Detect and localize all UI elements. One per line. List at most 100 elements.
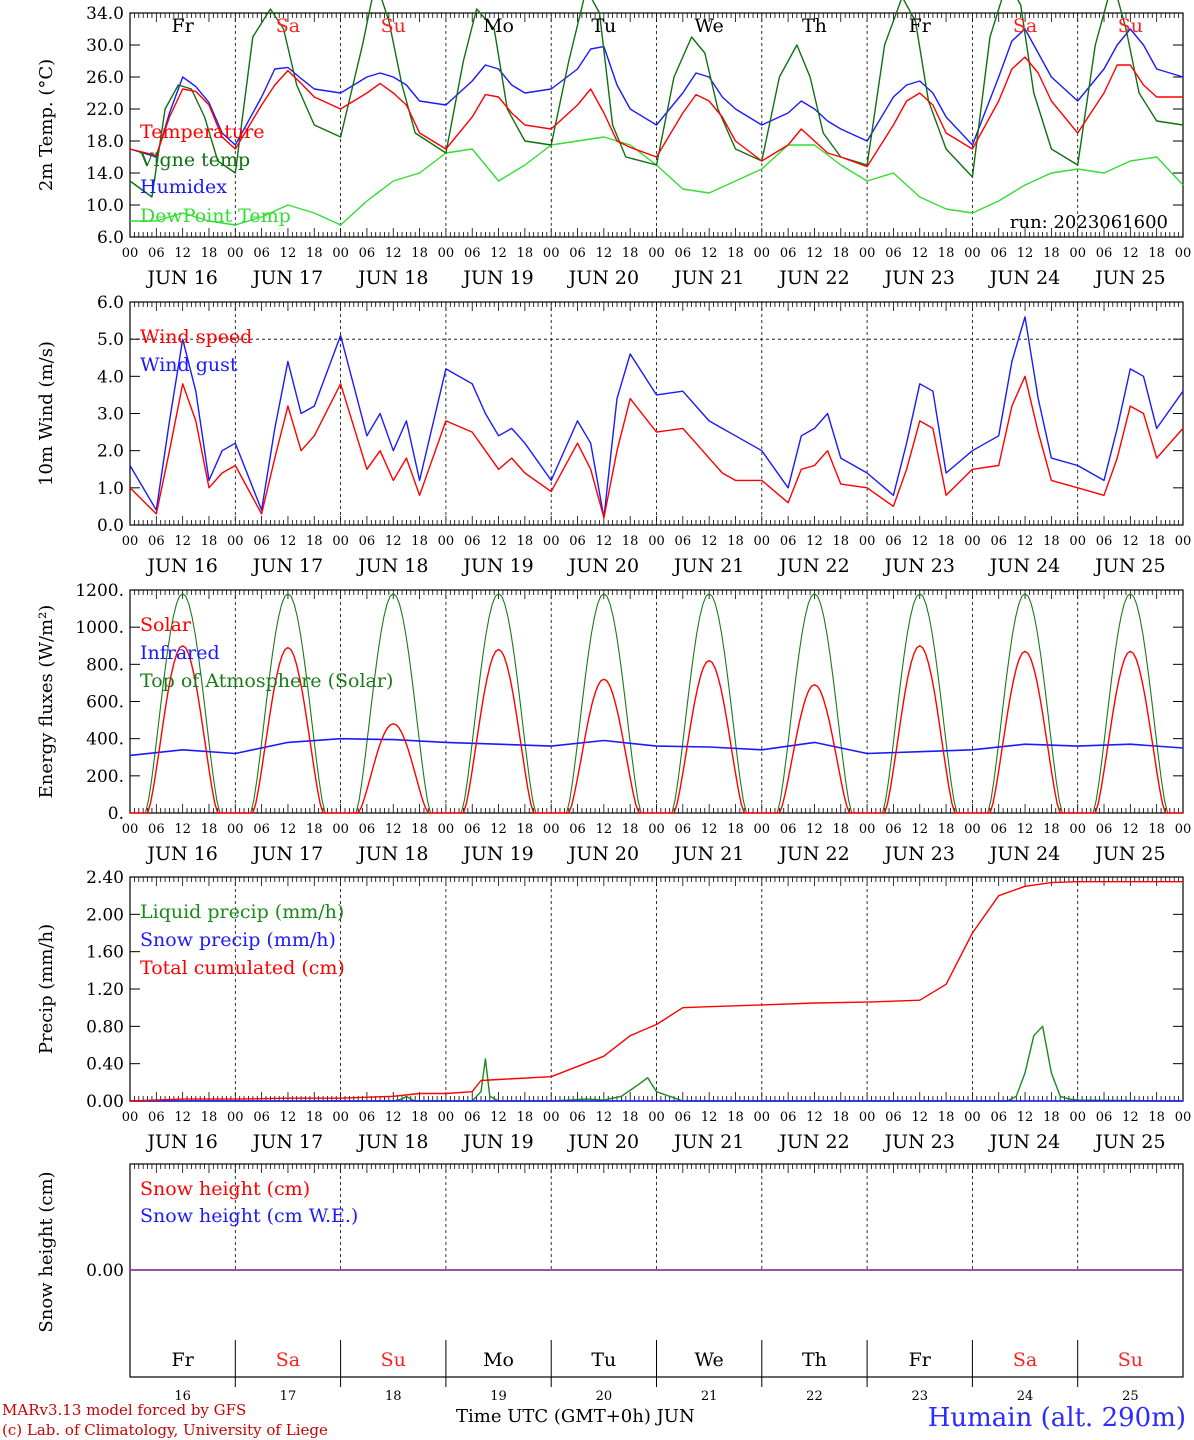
legend-entry: Liquid precip (mm/h) xyxy=(140,901,344,923)
hour-tick-label: 12 xyxy=(280,1110,297,1125)
date-label: JUN 19 xyxy=(461,555,533,577)
date-label: JUN 18 xyxy=(356,1131,428,1153)
hour-tick-label: 06 xyxy=(675,1110,692,1125)
series-line xyxy=(129,28,1184,158)
date-label: JUN 21 xyxy=(672,1131,744,1153)
hour-tick-label: 12 xyxy=(1122,534,1139,549)
hour-tick-label: 00 xyxy=(1175,1110,1192,1125)
hour-tick-label: 18 xyxy=(517,1110,534,1125)
hour-tick-label: 18 xyxy=(1148,534,1165,549)
y-tick-label: 26.0 xyxy=(86,68,124,88)
hour-tick-label: 00 xyxy=(332,246,349,261)
hour-tick-label: 00 xyxy=(859,822,876,837)
hour-tick-label: 06 xyxy=(359,246,376,261)
day-of-week-label: Tu xyxy=(591,1349,616,1371)
date-label: JUN 20 xyxy=(567,267,639,289)
legend-entry: Temperature xyxy=(140,121,264,143)
hour-tick-label: 12 xyxy=(1122,246,1139,261)
series-line xyxy=(129,375,1184,519)
y-axis-label: 2m Temp. (°C) xyxy=(36,59,57,191)
lab-credit: (c) Lab. of Climatology, University of L… xyxy=(2,1421,328,1439)
date-label: JUN 21 xyxy=(672,267,744,289)
hour-tick-label: 00 xyxy=(122,534,139,549)
hour-tick-label: 00 xyxy=(227,246,244,261)
y-tick-label: 0.0 xyxy=(97,516,124,536)
y-axis-label: Energy fluxes (W/m²) xyxy=(36,605,57,799)
hour-tick-label: 12 xyxy=(1017,246,1034,261)
hour-tick-label: 12 xyxy=(490,1110,507,1125)
hour-tick-label: 12 xyxy=(806,822,823,837)
date-label: JUN 19 xyxy=(461,1131,533,1153)
hour-tick-label: 06 xyxy=(464,246,481,261)
y-tick-label: 1000. xyxy=(75,618,124,638)
hour-tick-label: 18 xyxy=(833,822,850,837)
hour-tick-label: 12 xyxy=(490,246,507,261)
legend-entry: Solar xyxy=(140,614,192,636)
hour-tick-label: 06 xyxy=(253,1110,270,1125)
hour-tick-label: 00 xyxy=(964,822,981,837)
day-of-week-label: Fr xyxy=(909,1349,932,1371)
hour-tick-label: 12 xyxy=(806,1110,823,1125)
hour-tick-label: 00 xyxy=(122,1110,139,1125)
hour-tick-label: 18 xyxy=(306,822,323,837)
date-label: JUN 24 xyxy=(988,1131,1060,1153)
hour-tick-label: 18 xyxy=(201,822,218,837)
legend-entry: Snow height (cm) xyxy=(140,1178,310,1200)
hour-tick-label: 06 xyxy=(780,246,797,261)
day-of-week-label: Th xyxy=(802,15,827,37)
y-tick-label: 0.00 xyxy=(86,1261,124,1281)
hour-tick-label: 12 xyxy=(1017,822,1034,837)
hour-tick-label: 18 xyxy=(938,822,955,837)
date-label: JUN 20 xyxy=(567,843,639,865)
y-axis-label: Precip (mm/h) xyxy=(36,924,57,1054)
date-label: JUN 23 xyxy=(883,843,955,865)
day-number-label: 24 xyxy=(1017,1389,1034,1404)
hour-tick-label: 06 xyxy=(990,246,1007,261)
y-tick-label: 2.00 xyxy=(86,905,124,925)
date-label: JUN 25 xyxy=(1093,1131,1165,1153)
y-tick-label: 0. xyxy=(108,804,124,824)
hour-tick-label: 06 xyxy=(253,534,270,549)
hour-tick-label: 06 xyxy=(675,534,692,549)
hour-tick-label: 18 xyxy=(727,246,744,261)
y-tick-label: 1.60 xyxy=(86,943,124,963)
day-of-week-label: We xyxy=(695,15,724,37)
date-label: JUN 22 xyxy=(777,843,849,865)
hour-tick-label: 18 xyxy=(1043,1110,1060,1125)
date-label: JUN 16 xyxy=(145,555,217,577)
hour-tick-label: 06 xyxy=(148,534,165,549)
hour-tick-label: 06 xyxy=(569,1110,586,1125)
series-line xyxy=(130,645,1183,814)
day-of-week-label: Sa xyxy=(276,1349,300,1371)
y-tick-label: 2.0 xyxy=(97,442,124,462)
y-tick-label: 5.0 xyxy=(97,330,124,350)
hour-tick-label: 18 xyxy=(306,246,323,261)
hour-tick-label: 18 xyxy=(411,1110,428,1125)
date-label: JUN 18 xyxy=(356,555,428,577)
hour-tick-label: 06 xyxy=(569,246,586,261)
series-line xyxy=(129,881,1183,1102)
hour-tick-label: 06 xyxy=(148,246,165,261)
hour-tick-label: 18 xyxy=(201,1110,218,1125)
day-of-week-label: Mo xyxy=(483,1349,514,1371)
date-label: JUN 16 xyxy=(145,267,217,289)
hour-tick-label: 12 xyxy=(911,246,928,261)
legend-entry: Infrared xyxy=(140,642,220,664)
legend-entry: Top of Atmosphere (Solar) xyxy=(140,670,393,692)
y-tick-label: 4.0 xyxy=(97,367,124,387)
hour-tick-label: 06 xyxy=(464,1110,481,1125)
day-of-week-label: Sa xyxy=(1013,15,1037,37)
hour-tick-label: 12 xyxy=(174,1110,191,1125)
day-number-label: 23 xyxy=(911,1389,928,1404)
y-tick-label: 0.80 xyxy=(86,1017,124,1037)
date-label: JUN 22 xyxy=(777,267,849,289)
hour-tick-label: 00 xyxy=(438,822,455,837)
y-axis-label: 10m Wind (m/s) xyxy=(36,341,57,486)
hour-tick-label: 12 xyxy=(1017,1110,1034,1125)
hour-tick-label: 12 xyxy=(806,246,823,261)
date-label: JUN 23 xyxy=(883,555,955,577)
hour-tick-label: 06 xyxy=(253,822,270,837)
legend-entry: DewPoint Temp xyxy=(140,205,291,227)
hour-tick-label: 00 xyxy=(227,822,244,837)
